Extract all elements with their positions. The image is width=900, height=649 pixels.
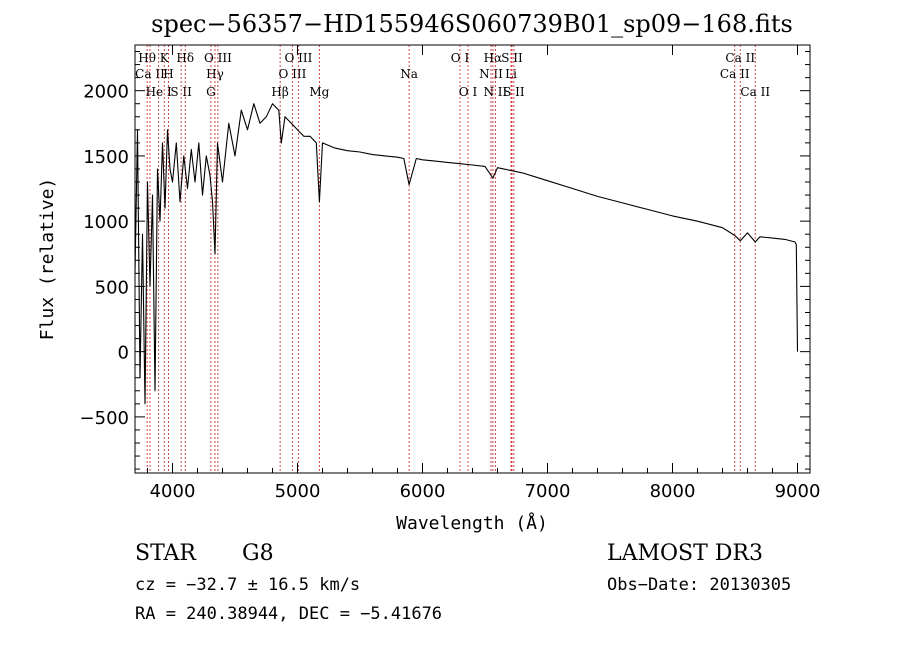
line-label-0: Hθ [138, 51, 156, 65]
line-label-12: O III [284, 51, 312, 65]
x-tick-label-4: 8000 [650, 481, 696, 502]
x-tick-label-5: 9000 [775, 481, 821, 502]
y-tick-label-1: 0 [118, 343, 129, 364]
line-label-25: Ca II [740, 85, 770, 99]
line-label-15: O I [451, 51, 470, 65]
line-label-17: N II [479, 67, 503, 81]
line-label-4: H [163, 67, 173, 81]
line-label-14: Na [400, 67, 418, 81]
x-tick-label-2: 6000 [400, 481, 446, 502]
line-label-18: Hα [484, 51, 503, 65]
line-label-16: O I [459, 85, 478, 99]
y-tick-label-0: −500 [80, 408, 129, 429]
y-tick-label-3: 1000 [83, 212, 129, 233]
spectral-subclass: G8 [242, 541, 274, 566]
line-label-7: Hγ [206, 67, 224, 81]
plot-frame [134, 44, 811, 474]
line-label-24: Ca II [725, 51, 755, 65]
line-label-10: Hβ [271, 85, 288, 99]
line-label-9: O III [204, 51, 232, 65]
y-tick-label-4: 1500 [83, 147, 129, 168]
coordinates-readout: RA = 240.38944, DEC = −5.41676 [135, 604, 442, 624]
axis-ticks: 4000 5000 6000 7000 8000 9000 −500 0 500 1000 1500… [80, 45, 821, 502]
survey-name: LAMOST DR3 [607, 541, 763, 566]
line-label-3: K [160, 51, 170, 65]
line-label-8: G [206, 85, 216, 99]
line-label-19: N II [483, 85, 507, 99]
y-axis-label: Flux (relative) [37, 178, 58, 341]
line-label-13: Mg [309, 85, 329, 99]
x-axis-label: Wavelength (Å) [396, 512, 548, 534]
x-tick-label-1: 5000 [275, 481, 321, 502]
line-label-23: Ca II [720, 67, 750, 81]
x-tick-label-3: 7000 [525, 481, 571, 502]
y-tick-label-5: 2000 [83, 82, 129, 103]
line-label-5: S II [170, 85, 192, 99]
x-tick-label-0: 4000 [150, 481, 196, 502]
line-label-2: He I [146, 85, 172, 99]
spectrum-line [134, 103, 799, 405]
redshift-readout: cz = −32.7 ± 16.5 km/s [135, 575, 360, 595]
observation-date: Obs−Date: 20130305 [607, 575, 791, 595]
line-label-1: Ca II [135, 67, 165, 81]
line-label-21: Li [505, 67, 517, 81]
line-label-20: S II [501, 51, 523, 65]
line-label-6: Hδ [176, 51, 194, 65]
line-label-22: S II [503, 85, 525, 99]
line-label-11: O III [278, 67, 306, 81]
y-tick-label-2: 500 [95, 277, 129, 298]
object-class: STAR [135, 541, 197, 566]
chart-title: spec−56357−HD155946S060739B01_sp09−168.f… [151, 10, 793, 38]
